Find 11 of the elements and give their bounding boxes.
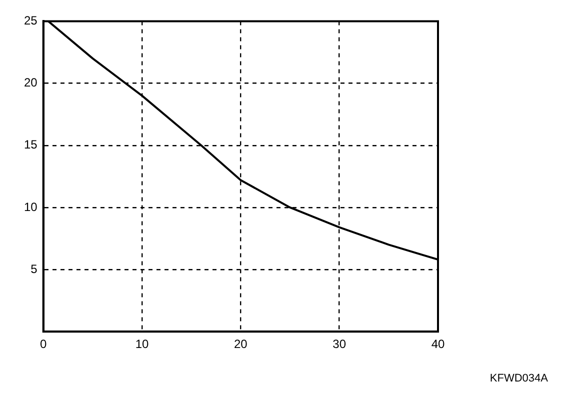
y-tick-label: 15 [24, 138, 38, 152]
x-tick-label: 10 [135, 337, 150, 352]
x-tick-label: 30 [332, 337, 346, 352]
x-tick-label: 0 [40, 337, 48, 352]
x-tick-label: 40 [431, 337, 445, 352]
x-tick-label: 20 [234, 337, 248, 352]
y-tick-label: 5 [30, 262, 38, 276]
text: KFWD034A [490, 372, 549, 385]
y-tick-label: 20 [24, 76, 38, 90]
y-tick-label: 25 [24, 14, 38, 28]
y-tick-label: 10 [24, 200, 38, 214]
